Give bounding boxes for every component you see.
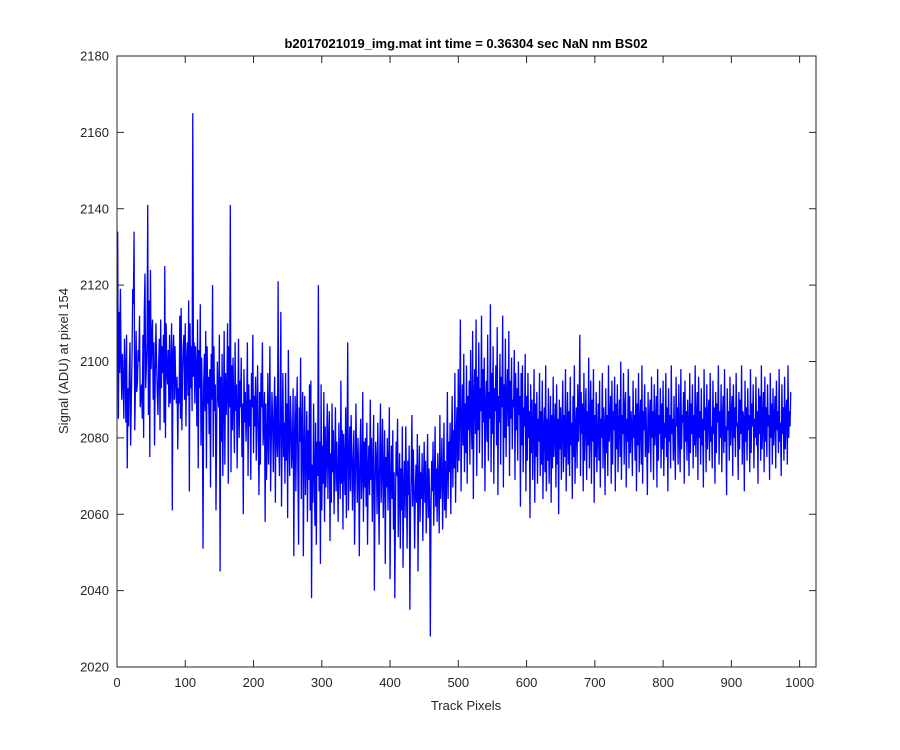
x-tick-label: 200	[243, 675, 265, 690]
x-tick-label: 0	[113, 675, 120, 690]
series-line-0	[117, 113, 792, 637]
y-tick-label: 2060	[80, 507, 109, 522]
x-tick-label: 600	[516, 675, 538, 690]
x-tick-label: 700	[584, 675, 606, 690]
x-tick-label: 800	[652, 675, 674, 690]
chart-title: b2017021019_img.mat int time = 0.36304 s…	[284, 36, 647, 51]
x-tick-label: 900	[721, 675, 743, 690]
x-axis: 0 100 200 300 400 500 600 700 800 900 1000	[113, 56, 814, 690]
y-tick-label: 2160	[80, 125, 109, 140]
y-tick-label: 2100	[80, 354, 109, 369]
y-axis: 2020 2040 2060 2080 2100 2120 2140 2160 2180	[80, 49, 816, 675]
y-tick-label: 2140	[80, 201, 109, 216]
x-axis-label: Track Pixels	[431, 698, 502, 713]
x-tick-label: 100	[174, 675, 196, 690]
y-tick-label: 2180	[80, 49, 109, 64]
y-tick-label: 2120	[80, 278, 109, 293]
x-tick-label: 300	[311, 675, 333, 690]
x-tick-label: 1000	[785, 675, 814, 690]
y-tick-label: 2080	[80, 430, 109, 445]
y-axis-label: Signal (ADU) at pixel 154	[56, 288, 71, 434]
x-tick-label: 400	[379, 675, 401, 690]
y-tick-label: 2020	[80, 660, 109, 675]
x-tick-label: 500	[447, 675, 469, 690]
y-tick-label: 2040	[80, 583, 109, 598]
series-layer	[117, 113, 792, 637]
